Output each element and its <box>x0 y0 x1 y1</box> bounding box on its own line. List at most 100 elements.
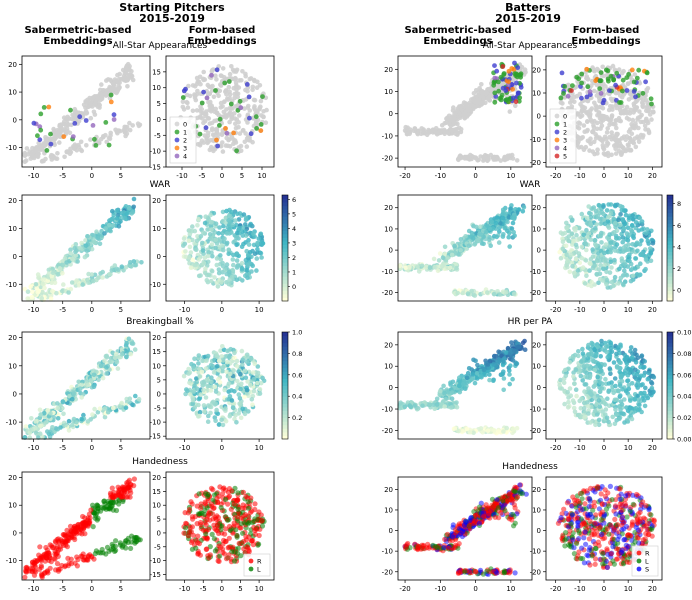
scatter-point <box>132 262 138 268</box>
scatter-point <box>220 209 226 215</box>
scatter-point <box>128 545 134 552</box>
scatter-point <box>92 406 97 412</box>
scatter-point <box>181 530 187 536</box>
scatter-point <box>30 154 36 159</box>
scatter-point <box>646 130 652 136</box>
scatter-point <box>185 533 191 539</box>
scatter-point <box>220 358 226 363</box>
scatter-point <box>239 265 245 271</box>
scatter-point <box>214 352 219 358</box>
scatter-point <box>227 277 232 283</box>
scatter-point <box>452 243 457 249</box>
legend-label: 0 <box>183 121 187 129</box>
colorbar-segment <box>282 360 288 365</box>
scatter-point <box>74 419 79 425</box>
y-tick-label: 0 <box>389 110 393 118</box>
legend-marker <box>554 137 560 143</box>
y-tick-label: 0 <box>157 116 161 124</box>
scatter-point <box>246 237 251 243</box>
scatter-point <box>93 102 98 107</box>
y-tick-label: -20 <box>382 289 393 297</box>
scatter-point <box>251 376 257 382</box>
scatter-point <box>66 290 71 295</box>
scatter-point <box>223 115 229 120</box>
scatter-point <box>218 143 224 149</box>
colorbar-segment <box>282 346 288 351</box>
scatter-point <box>192 356 197 362</box>
colorbar-segment <box>282 244 288 249</box>
scatter-point <box>245 88 250 94</box>
scatter-point <box>204 135 209 140</box>
scatter-point <box>83 105 88 110</box>
scatter-point <box>61 121 67 127</box>
scatter-point <box>243 233 249 238</box>
scatter-point <box>403 265 409 271</box>
y-tick-label: -10 <box>530 136 541 144</box>
scatter-point <box>252 506 258 513</box>
scatter-point <box>201 403 207 408</box>
scatter-point <box>249 397 255 402</box>
scatter-point <box>242 411 248 417</box>
scatter-point <box>208 388 214 393</box>
scatter-point <box>216 493 222 499</box>
y-tick-label: 5 <box>157 376 161 384</box>
scatter-point <box>226 523 233 530</box>
scatter-point-highlight <box>510 95 516 101</box>
scatter-point <box>69 280 75 285</box>
scatter-point <box>497 229 502 234</box>
scatter-point <box>213 418 218 424</box>
scatter-point <box>121 77 127 83</box>
scatter-point <box>208 109 214 114</box>
scatter-point <box>507 244 512 249</box>
x-tick-label: -5 <box>59 444 66 452</box>
scatter-point <box>214 77 219 82</box>
scatter-point <box>204 546 210 552</box>
scatter-point <box>116 267 121 273</box>
scatter-point <box>630 139 636 145</box>
scatter-point <box>37 407 43 413</box>
colorbar-segment <box>282 255 288 260</box>
scatter-point <box>207 232 213 237</box>
scatter-point <box>55 401 60 406</box>
scatter-point <box>254 268 259 273</box>
scatter-point <box>196 79 202 84</box>
scatter-points <box>180 207 266 289</box>
scatter-point <box>195 533 201 539</box>
scatter-point <box>99 82 104 87</box>
scatter-point <box>85 234 90 239</box>
scatter-point-highlight <box>38 111 44 117</box>
scatter-point <box>73 242 79 247</box>
scatter-point <box>595 151 600 156</box>
scatter-point <box>221 247 226 253</box>
y-tick-label: 0 <box>389 247 393 255</box>
plot-frame <box>21 55 151 168</box>
scatter-point <box>222 236 227 241</box>
scatter-point <box>614 105 620 111</box>
scatter-point <box>226 381 232 386</box>
scatter-point <box>239 244 245 249</box>
scatter-point <box>431 256 437 262</box>
scatter-point <box>181 373 187 379</box>
scatter-point <box>136 123 142 129</box>
scatter-point-highlight <box>106 142 112 148</box>
scatter-point <box>183 254 189 260</box>
scatter-point <box>79 382 85 388</box>
scatter-point <box>53 156 58 161</box>
y-tick-label: 10 <box>152 225 161 233</box>
scatter-point <box>469 288 475 294</box>
scatter-point <box>200 230 206 235</box>
scatter-point <box>201 527 207 533</box>
scatter-point <box>449 252 455 258</box>
scatter-point <box>220 140 225 145</box>
scatter-point <box>113 547 119 554</box>
scatter-point <box>70 422 75 428</box>
scatter-point <box>61 115 67 120</box>
scatter-point <box>79 148 85 154</box>
colorbar-segment <box>282 209 288 214</box>
scatter-point-highlight <box>598 78 604 84</box>
scatter-point <box>122 540 128 547</box>
scatter-point <box>128 260 133 265</box>
scatter-point <box>246 548 252 555</box>
